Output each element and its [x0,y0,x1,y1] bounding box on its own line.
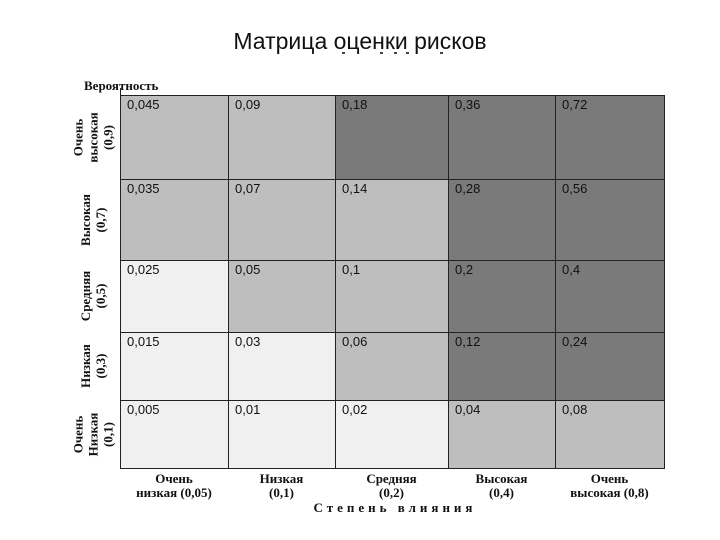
matrix-cell: 0,025 [120,260,228,332]
cell-value: 0,025 [127,262,160,277]
matrix-cell: 0,04 [448,400,555,468]
column-label-line: Очень [590,471,629,486]
column-label-line: (0,2) [379,485,404,500]
impact-axis-label: Степень влияния [313,500,477,515]
cell-value: 0,24 [562,334,588,349]
column-label-line: (0,4) [489,485,514,500]
cell-value: 0,035 [127,181,160,196]
matrix-cell: 0,56 [555,179,664,260]
column-label-line: (0,1) [269,485,294,500]
column-label-line: Средняя [366,471,417,486]
matrix-cell: 0,01 [228,400,335,468]
column-label: Очень низкая (0,05) [119,472,229,500]
cell-value: 0,72 [562,97,588,112]
probability-axis-label: Вероятность [84,78,159,93]
title-underline-marks [332,52,452,58]
cell-value: 0,08 [562,402,588,417]
cell-value: 0,05 [235,262,261,277]
row-label-line: (0,1) [100,421,116,447]
cell-value: 0,005 [127,402,160,417]
column-label-line: высокая (0,8) [570,485,649,500]
matrix-cell: 0,02 [335,400,448,468]
matrix-cell: 0,07 [228,179,335,260]
matrix-cell: 0,4 [555,260,664,332]
matrix-cell: 0,035 [120,179,228,260]
cell-value: 0,03 [235,334,261,349]
cell-value: 0,09 [235,97,261,112]
matrix-cell: 0,015 [120,332,228,400]
matrix-cell: 0,24 [555,332,664,400]
row-label-line: Очень [70,415,86,453]
cell-value: 0,06 [342,334,368,349]
matrix-cell: 0,36 [448,95,555,179]
matrix-cell: 0,14 [335,179,448,260]
column-label-line: низкая (0,05) [136,485,212,500]
matrix-cell: 0,045 [120,95,228,179]
cell-value: 0,18 [342,97,368,112]
cell-value: 0,01 [235,402,261,417]
matrix-cell: 0,72 [555,95,664,179]
matrix-cell: 0,005 [120,400,228,468]
cell-value: 0,04 [455,402,481,417]
matrix-cell: 0,28 [448,179,555,260]
matrix-cell: 0,06 [335,332,448,400]
cell-value: 0,36 [455,97,481,112]
column-label: Высокая (0,4) [447,472,557,500]
row-label: Очень Низкая (0,1) [71,379,116,489]
cell-value: 0,28 [455,181,481,196]
cell-value: 0,1 [342,262,361,277]
matrix-cell: 0,18 [335,95,448,179]
matrix-cell: 0,09 [228,95,335,179]
matrix-cell: 0,05 [228,260,335,332]
column-label: Очень высокая (0,8) [555,472,665,500]
row-label-line: Низкая [85,412,101,456]
column-label: Средняя (0,2) [337,472,447,500]
column-label-line: Высокая [475,471,528,486]
cell-value: 0,045 [127,97,160,112]
cell-value: 0,4 [562,262,581,277]
matrix-cell: 0,08 [555,400,664,468]
cell-value: 0,2 [455,262,474,277]
cell-value: 0,56 [562,181,588,196]
matrix-cell: 0,03 [228,332,335,400]
page-title: Матрица оценки рисков [233,28,487,54]
cell-value: 0,14 [342,181,368,196]
column-label-line: Очень [155,471,193,486]
cell-value: 0,015 [127,334,160,349]
matrix-cell: 0,1 [335,260,448,332]
cell-value: 0,02 [342,402,368,417]
column-label: Низкая (0,1) [227,472,337,500]
cell-value: 0,07 [235,181,261,196]
column-label-line: Низкая [259,471,304,486]
matrix-cell: 0,2 [448,260,555,332]
cell-value: 0,12 [455,334,481,349]
matrix-cell: 0,12 [448,332,555,400]
